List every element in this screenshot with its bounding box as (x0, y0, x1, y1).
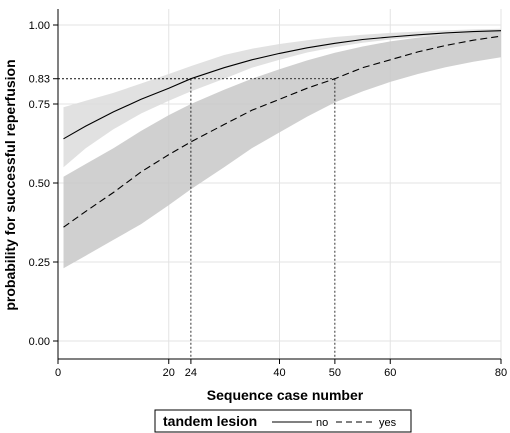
x-tick-label: 50 (329, 367, 341, 379)
y-tick-label: 0.83 (29, 74, 50, 86)
confidence-band-yes (63, 30, 501, 269)
reference-lines (58, 78, 336, 359)
y-tick-label: 0.25 (29, 257, 50, 269)
x-tick-label: 0 (55, 367, 61, 379)
x-axis-label: Sequence case number (207, 387, 364, 403)
y-axis-label: probability for successful reperfusion (2, 59, 18, 310)
legend-entry-yes: yes (379, 417, 397, 429)
confidence-bands (63, 28, 501, 269)
legend-entry-no: no (316, 417, 328, 429)
x-tick-label: 20 (163, 367, 175, 379)
ticks: 0.00 0.25 0.50 0.75 0.83 1.00 0 20 24 40 50 60 80 (29, 20, 508, 379)
series-lines (63, 30, 502, 228)
x-tick-label: 24 (185, 367, 197, 379)
legend-box (154, 409, 412, 433)
x-tick-label: 40 (273, 367, 285, 379)
y-tick-label: 0.75 (29, 99, 50, 111)
x-tick-label: 80 (495, 367, 507, 379)
series-line-yes (63, 35, 502, 228)
y-tick-label: 1.00 (29, 20, 50, 32)
legend-title: tandem lesion (163, 413, 257, 429)
confidence-band-no (63, 28, 501, 168)
y-tick-label: 0.50 (29, 178, 50, 190)
series-line-no (63, 30, 502, 140)
x-tick-label: 60 (384, 367, 396, 379)
y-tick-label: 0.00 (29, 336, 50, 348)
legend: tandem lesion no yes (154, 409, 412, 433)
